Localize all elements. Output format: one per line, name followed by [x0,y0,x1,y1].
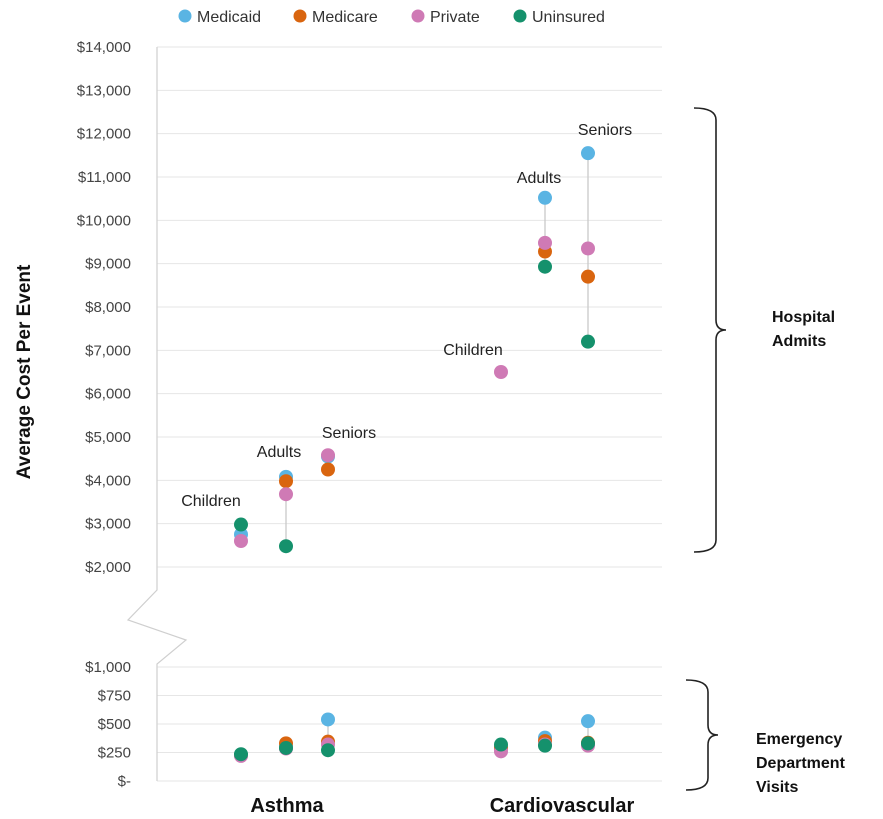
grid-emergency-visits [157,666,662,782]
legend-marker-medicare [293,9,307,23]
legend-marker-uninsured [513,9,527,23]
group-label-cardiovascular-seniors: Seniors [578,122,632,139]
group-label-cardiovascular-adults: Adults [517,170,561,187]
point-asthma-adults-uninsured [279,740,293,755]
y-axis-label: Average Cost Per Event [14,264,35,479]
grid-hospital-admits [157,46,662,568]
y-tick-label: $8,000 [85,299,131,316]
point-cardiovascular-seniors-uninsured [581,736,595,751]
y-tick-labels: $2,000 $3,000 $4,000 $5,000 $6,000 $7,000 $8,0… [77,39,131,790]
point-cardiovascular-seniors-medicaid [581,146,595,161]
point-cardiovascular-children-private [494,365,508,379]
point-asthma-adults-medicare [279,474,293,489]
point-cardiovascular-seniors-private [581,241,595,256]
y-tick-label: $13,000 [77,82,131,99]
point-asthma-children-uninsured [234,747,248,762]
point-cardiovascular-seniors-uninsured [581,334,595,349]
y-tick-label: $1,000 [85,659,131,676]
y-tick-label: $- [118,773,131,790]
category-label-asthma: Asthma [250,795,324,817]
y-axis [126,47,188,781]
legend-label-medicare: Medicare [312,9,378,26]
section-braces [685,107,727,791]
y-tick-label: $5,000 [85,429,131,446]
group-label-asthma-seniors: Seniors [322,425,376,442]
point-cardiovascular-adults-medicaid [538,190,552,205]
point-cardiovascular-seniors-medicaid [581,714,595,729]
y-tick-label: $500 [98,716,131,733]
y-tick-label: $4,000 [85,472,131,489]
legend-marker-private [411,9,425,23]
y-tick-label: $14,000 [77,39,131,56]
brace-hospital-admits [693,107,727,553]
y-tick-label: $9,000 [85,256,131,273]
section-labels: Hospital Admits Emergency Department Visits [756,309,846,796]
legend: Medicaid Medicare Private Uninsured [178,9,605,26]
data-points [234,146,595,763]
y-tick-label: $12,000 [77,126,131,143]
y-tick-label: $750 [98,688,131,705]
point-asthma-children-private [234,534,248,548]
y-tick-label: $10,000 [77,212,131,229]
point-cardiovascular-adults-private [538,235,552,250]
category-label-cardiovascular: Cardiovascular [490,795,635,817]
y-tick-label: $7,000 [85,342,131,359]
point-cardiovascular-seniors-medicare [581,269,595,284]
point-asthma-adults-uninsured [279,539,293,554]
y-tick-label: $11,000 [78,169,131,186]
point-cardiovascular-children-uninsured [494,737,508,752]
point-asthma-seniors-uninsured [321,743,335,758]
y-tick-label: $3,000 [85,516,131,533]
section-label-hospital-admits: Admits [772,333,826,350]
group-labels: Children Adults Seniors Children Adults Senio… [181,122,632,510]
group-label-cardiovascular-children: Children [443,342,503,359]
point-asthma-seniors-medicare [321,462,335,477]
point-asthma-children-uninsured [234,517,248,532]
point-cardiovascular-adults-uninsured [538,259,552,274]
section-label-hospital-admits: Hospital [772,309,835,326]
section-label-emergency-visits: Department [756,755,846,772]
group-label-asthma-children: Children [181,493,241,510]
legend-label-uninsured: Uninsured [532,9,605,26]
point-cardiovascular-adults-uninsured [538,738,552,753]
y-tick-label: $6,000 [85,386,131,403]
group-label-asthma-adults: Adults [257,444,301,461]
brace-emergency-visits [685,679,719,791]
section-label-emergency-visits: Visits [756,779,799,796]
point-asthma-seniors-private [321,448,335,463]
section-label-emergency-visits: Emergency [756,731,842,748]
y-tick-label: $2,000 [85,559,131,576]
point-asthma-adults-private [279,487,293,502]
legend-label-private: Private [430,9,480,26]
legend-marker-medicaid [178,9,192,23]
category-labels: Asthma Cardiovascular [250,795,634,817]
legend-label-medicaid: Medicaid [197,9,261,26]
y-tick-label: $250 [98,745,131,762]
point-asthma-seniors-medicaid [321,712,335,727]
axis-break [126,567,188,781]
